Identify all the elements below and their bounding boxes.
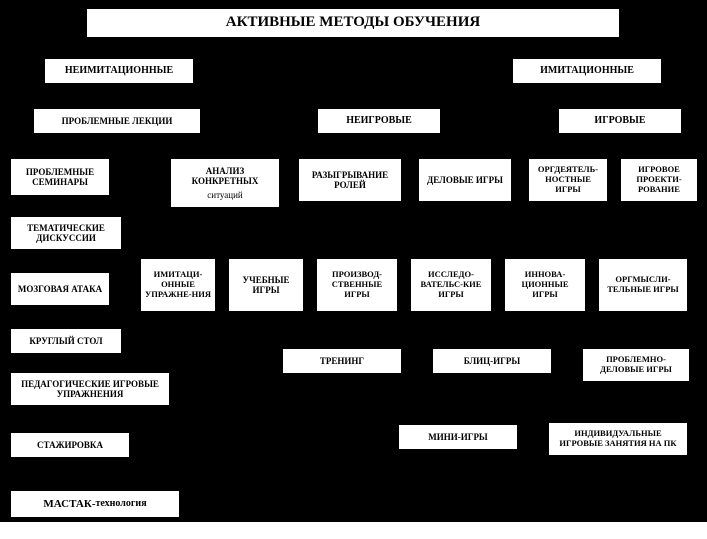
node-issled: ИССЛЕДО-ВАТЕЛЬС-КИЕ ИГРЫ bbox=[410, 258, 492, 312]
node-proizvod: ПРОИЗВОД-СТВЕННЫЕ ИГРЫ bbox=[316, 258, 398, 312]
orgmysl-text: ОРГМЫСЛИ-ТЕЛЬНЫЕ ИГРЫ bbox=[603, 275, 683, 295]
uchebnye-text: УЧЕБНЫЕ ИГРЫ bbox=[233, 275, 299, 296]
mastak-suf: технология bbox=[96, 498, 147, 510]
neimit-text: НЕИМИТАЦИОННЫЕ bbox=[65, 65, 173, 77]
indiv-text: ИНДИВИДУАЛЬНЫЕ ИГРОВЫЕ ЗАНЯТИЯ НА ПК bbox=[553, 429, 683, 449]
imit-text: ИМИТАЦИОННЫЕ bbox=[540, 65, 634, 77]
node-igrovye: ИГРОВЫЕ bbox=[558, 108, 682, 134]
node-imit: ИМИТАЦИОННЫЕ bbox=[512, 58, 662, 84]
analiz-l2: КОНКРЕТНЫХ bbox=[192, 176, 259, 186]
orgdeyat-text: ОРГДЕЯТЕЛЬ-НОСТНЫЕ ИГРЫ bbox=[533, 165, 603, 194]
stazhirovka-text: СТАЖИРОВКА bbox=[37, 440, 103, 450]
node-igrovoe-proekt: ИГРОВОЕ ПРОЕКТИ-РОВАНИЕ bbox=[620, 158, 698, 202]
mini-igry-text: МИНИ-ИГРЫ bbox=[428, 432, 488, 442]
node-orgmysl: ОРГМЫСЛИ-ТЕЛЬНЫЕ ИГРЫ bbox=[598, 258, 688, 312]
node-blic: БЛИЦ-ИГРЫ bbox=[432, 348, 552, 374]
node-ped-igr-upr: ПЕДАГОГИЧЕСКИЕ ИГРОВЫЕ УПРАЖНЕНИЯ bbox=[10, 372, 170, 406]
proizvod-text: ПРОИЗВОД-СТВЕННЫЕ ИГРЫ bbox=[321, 270, 393, 299]
neigrovye-text: НЕИГРОВЫЕ bbox=[346, 115, 412, 127]
temat-disc-text: ТЕМАТИЧЕСКИЕ ДИСКУССИИ bbox=[15, 223, 117, 244]
node-orgdeyat: ОРГДЕЯТЕЛЬ-НОСТНЫЕ ИГРЫ bbox=[528, 158, 608, 202]
delovye-text: ДЕЛОВЫЕ ИГРЫ bbox=[427, 175, 503, 185]
node-delovye: ДЕЛОВЫЕ ИГРЫ bbox=[418, 158, 512, 202]
mastak-pre: МАСТАК- bbox=[43, 498, 95, 511]
node-mini-igry: МИНИ-ИГРЫ bbox=[398, 424, 518, 450]
blic-text: БЛИЦ-ИГРЫ bbox=[464, 356, 521, 366]
node-probl-seminary: ПРОБЛЕМНЫЕ СЕМИНАРЫ bbox=[10, 158, 110, 196]
imit-upr-text: ИМИТАЦИ-ОННЫЕ УПРАЖНЕ-НИЯ bbox=[145, 270, 211, 299]
razygr-text: РАЗЫГРЫВАНИЕ РОЛЕЙ bbox=[303, 170, 397, 191]
node-indiv: ИНДИВИДУАЛЬНЫЕ ИГРОВЫЕ ЗАНЯТИЯ НА ПК bbox=[548, 422, 688, 456]
node-imit-upr: ИМИТАЦИ-ОННЫЕ УПРАЖНЕ-НИЯ bbox=[140, 258, 216, 312]
node-analiz: АНАЛИЗ КОНКРЕТНЫХ ситуаций bbox=[170, 158, 280, 208]
node-temat-disc: ТЕМАТИЧЕСКИЕ ДИСКУССИИ bbox=[10, 216, 122, 250]
node-innov: ИННОВА-ЦИОННЫЕ ИГРЫ bbox=[504, 258, 586, 312]
node-stazhirovka: СТАЖИРОВКА bbox=[10, 432, 130, 458]
node-trening: ТРЕНИНГ bbox=[282, 348, 402, 374]
node-probl-lectures: ПРОБЛЕМНЫЕ ЛЕКЦИИ bbox=[33, 108, 201, 134]
diagram-canvas: АКТИВНЫЕ МЕТОДЫ ОБУЧЕНИЯ НЕИМИТАЦИОННЫЕ … bbox=[0, 0, 707, 539]
krugly-stol-text: КРУГЛЫЙ СТОЛ bbox=[29, 336, 102, 346]
node-neimit: НЕИМИТАЦИОННЫЕ bbox=[44, 58, 194, 84]
ped-igr-upr-text: ПЕДАГОГИЧЕСКИЕ ИГРОВЫЕ УПРАЖНЕНИЯ bbox=[15, 379, 165, 400]
node-razygr: РАЗЫГРЫВАНИЕ РОЛЕЙ bbox=[298, 158, 402, 202]
issled-text: ИССЛЕДО-ВАТЕЛЬС-КИЕ ИГРЫ bbox=[415, 270, 487, 299]
innov-text: ИННОВА-ЦИОННЫЕ ИГРЫ bbox=[509, 270, 581, 299]
title-text: АКТИВНЫЕ МЕТОДЫ ОБУЧЕНИЯ bbox=[226, 14, 480, 31]
node-krugly-stol: КРУГЛЫЙ СТОЛ bbox=[10, 328, 122, 354]
mozg-ataka-text: МОЗГОВАЯ АТАКА bbox=[18, 284, 102, 294]
node-mozg-ataka: МОЗГОВАЯ АТАКА bbox=[10, 272, 110, 306]
igrovoe-proekt-text: ИГРОВОЕ ПРОЕКТИ-РОВАНИЕ bbox=[625, 165, 693, 194]
node-title: АКТИВНЫЕ МЕТОДЫ ОБУЧЕНИЯ bbox=[86, 8, 620, 38]
node-mastak: МАСТАК-технология bbox=[10, 490, 180, 518]
node-uchebnye: УЧЕБНЫЕ ИГРЫ bbox=[228, 258, 304, 312]
probl-seminary-text: ПРОБЛЕМНЫЕ СЕМИНАРЫ bbox=[15, 167, 105, 188]
probl-delovye-text: ПРОБЛЕМНО-ДЕЛОВЫЕ ИГРЫ bbox=[587, 355, 685, 375]
probl-lectures-text: ПРОБЛЕМНЫЕ ЛЕКЦИИ bbox=[62, 116, 173, 126]
node-probl-delovye: ПРОБЛЕМНО-ДЕЛОВЫЕ ИГРЫ bbox=[582, 348, 690, 382]
bottom-whitespace bbox=[0, 522, 707, 539]
analiz-l3: ситуаций bbox=[207, 190, 242, 200]
analiz-l1: АНАЛИЗ bbox=[206, 166, 244, 176]
igrovye-text: ИГРОВЫЕ bbox=[594, 115, 645, 127]
trening-text: ТРЕНИНГ bbox=[320, 356, 364, 366]
node-neigrovye: НЕИГРОВЫЕ bbox=[317, 108, 441, 134]
